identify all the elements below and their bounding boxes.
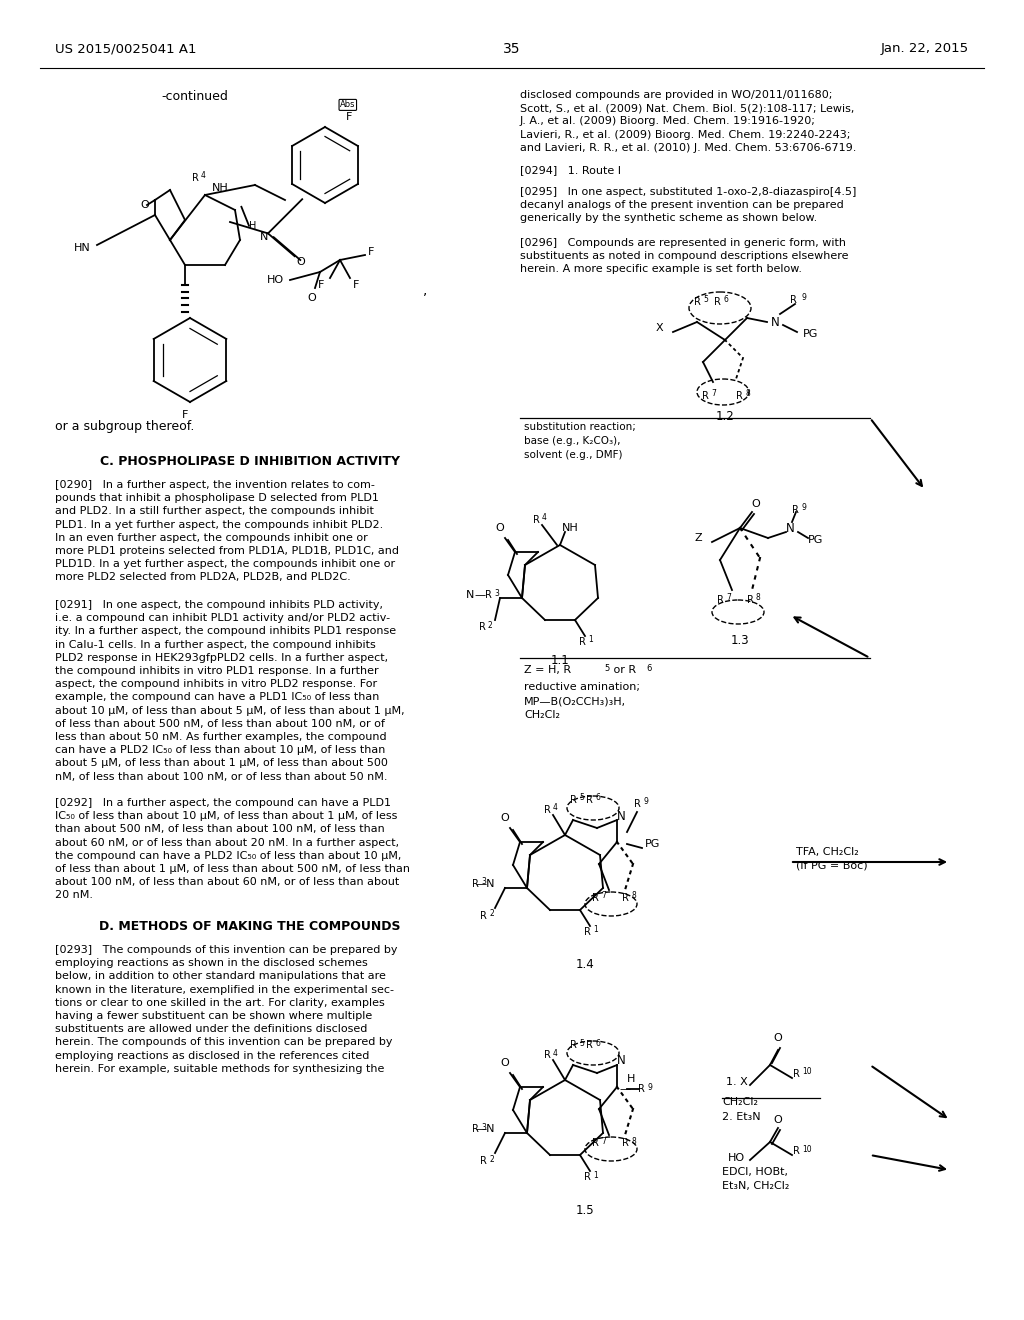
Text: O: O [496,523,505,533]
Text: R: R [472,879,478,888]
Text: MP—B(O₂CCH₃)₃H,: MP—B(O₂CCH₃)₃H, [524,696,626,706]
Text: 1.3: 1.3 [731,634,750,647]
Text: 6: 6 [595,1039,600,1048]
Text: PG: PG [645,840,660,849]
Text: US 2015/0025041 A1: US 2015/0025041 A1 [55,42,197,55]
Text: PG: PG [808,535,823,545]
Text: 1. X: 1. X [726,1077,748,1086]
Text: 9: 9 [801,293,806,302]
Text: R: R [584,1172,591,1181]
Text: 9: 9 [643,797,648,807]
Text: 4: 4 [553,804,558,813]
Text: H: H [627,1074,635,1084]
Text: F: F [368,247,375,257]
Text: R: R [714,297,721,308]
Text: 6: 6 [646,664,651,673]
Text: R: R [634,799,640,809]
Text: R: R [579,638,586,647]
Text: solvent (e.g., DMF): solvent (e.g., DMF) [524,450,623,459]
Text: 7: 7 [726,594,731,602]
Text: base (e.g., K₂CO₃),: base (e.g., K₂CO₃), [524,436,621,446]
Text: R: R [693,297,700,308]
Text: 6: 6 [595,793,600,803]
Text: or R: or R [610,665,636,675]
Text: 5: 5 [579,793,584,803]
Text: R: R [569,795,577,805]
Text: 8: 8 [631,1137,636,1146]
Text: 3: 3 [494,589,499,598]
Text: O: O [307,293,316,304]
Text: [0293]   The compounds of this invention can be prepared by
employing reactions : [0293] The compounds of this invention c… [55,945,397,1073]
Text: R: R [544,1049,551,1060]
Text: 1: 1 [593,925,598,935]
Text: 5: 5 [604,664,609,673]
Text: N: N [466,590,474,601]
Text: R: R [584,927,591,937]
Text: R: R [790,294,797,305]
Text: 2: 2 [489,909,494,919]
Text: [0294]   1. Route I: [0294] 1. Route I [520,165,621,176]
Text: 8: 8 [745,389,750,399]
Text: disclosed compounds are provided in WO/2011/011680;
Scott, S., et al. (2009) Nat: disclosed compounds are provided in WO/2… [520,90,856,153]
Text: Abs: Abs [340,100,355,110]
Text: [0295]   In one aspect, substituted 1-oxo-2,8-diazaspiro[4.5]
decanyl analogs of: [0295] In one aspect, substituted 1-oxo-… [520,187,856,223]
Text: 2. Et₃N: 2. Et₃N [722,1111,761,1122]
Text: R: R [638,1084,644,1094]
Text: TFA, CH₂Cl₂: TFA, CH₂Cl₂ [796,847,859,857]
Text: R: R [622,894,629,903]
Text: 5: 5 [579,1039,584,1048]
Text: NH: NH [212,183,228,193]
Text: -continued: -continued [162,90,228,103]
Text: 3: 3 [481,1122,485,1131]
Text: Z = H, R: Z = H, R [524,665,571,675]
Text: R: R [569,1040,577,1049]
Text: F: F [346,112,352,123]
Text: 1: 1 [593,1171,598,1180]
Text: 2: 2 [488,620,493,630]
Text: 6: 6 [723,296,728,305]
Text: 1.4: 1.4 [575,958,594,972]
Text: N: N [785,521,795,535]
Text: EDCl, HOBt,: EDCl, HOBt, [722,1167,788,1177]
Text: 7: 7 [601,891,606,900]
Text: 4: 4 [553,1048,558,1057]
Text: PG: PG [803,329,818,339]
Text: [0296]   Compounds are represented in generic form, with
substituents as noted i: [0296] Compounds are represented in gene… [520,238,849,275]
Text: 1: 1 [588,635,593,644]
Text: —: — [474,590,485,601]
Text: reductive amination;: reductive amination; [524,682,640,692]
Text: N: N [260,232,268,242]
Text: 10: 10 [802,1068,812,1077]
Text: O: O [752,499,761,510]
Text: ,: , [423,282,427,297]
Text: 1.2: 1.2 [716,409,734,422]
Text: 7: 7 [601,1137,606,1146]
Text: N: N [771,315,779,329]
Text: [0290]   In a further aspect, the invention relates to com-
pounds that inhibit : [0290] In a further aspect, the inventio… [55,480,399,582]
Text: O: O [296,257,305,267]
Text: R: R [191,173,199,183]
Text: R: R [479,911,486,921]
Text: R: R [735,391,742,401]
Text: F: F [353,280,359,290]
Text: NH: NH [562,523,579,533]
Text: [0291]   In one aspect, the compound inhibits PLD activity,
i.e. a compound can : [0291] In one aspect, the compound inhib… [55,601,404,781]
Text: R: R [544,805,551,814]
Text: R: R [586,795,593,805]
Text: 9: 9 [801,503,806,512]
Text: 1.5: 1.5 [575,1204,594,1217]
Text: O: O [501,1059,509,1068]
Text: Et₃N, CH₂Cl₂: Et₃N, CH₂Cl₂ [722,1181,790,1191]
Text: 3: 3 [481,878,485,887]
Text: R: R [717,595,723,605]
Text: Abs: Abs [340,100,355,110]
Text: X: X [655,323,663,333]
Text: R: R [622,1138,629,1148]
Text: Jan. 22, 2015: Jan. 22, 2015 [881,42,969,55]
Text: R: R [586,1040,593,1049]
Text: R: R [746,595,754,605]
Text: R: R [532,515,540,525]
Text: R: R [793,1069,800,1078]
Text: CH₂Cl₂: CH₂Cl₂ [524,710,560,719]
Text: 5: 5 [703,296,708,305]
